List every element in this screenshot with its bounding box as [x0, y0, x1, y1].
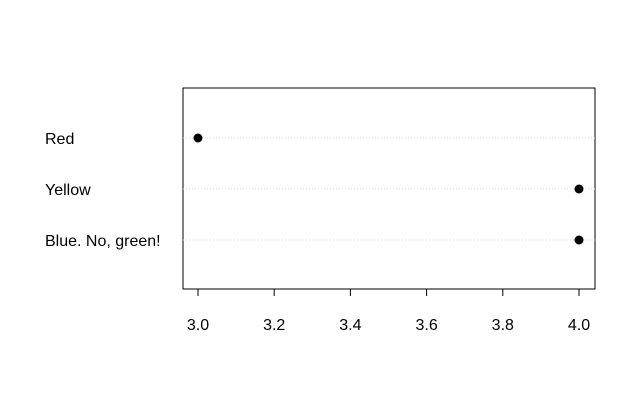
category-labels: Red Yellow Blue. No, green!: [45, 131, 161, 250]
x-tick-label: 3.2: [263, 317, 285, 334]
x-tick-label: 3.6: [415, 317, 437, 334]
plot-frame: [182, 87, 596, 290]
guide-lines: [183, 137, 595, 241]
data-point: [193, 133, 203, 143]
category-label: Red: [45, 131, 74, 148]
category-label: Yellow: [45, 182, 91, 199]
data-point: [574, 184, 584, 194]
data-points: [193, 133, 584, 245]
x-tick-label: 4.0: [568, 317, 590, 334]
x-tick-label: 3.8: [492, 317, 514, 334]
x-tick-label: 3.4: [339, 317, 361, 334]
x-axis: 3.0 3.2 3.4 3.6 3.8 4.0: [187, 288, 590, 334]
data-point: [574, 235, 584, 245]
x-tick-label: 3.0: [187, 317, 209, 334]
category-label: Blue. No, green!: [45, 233, 161, 250]
